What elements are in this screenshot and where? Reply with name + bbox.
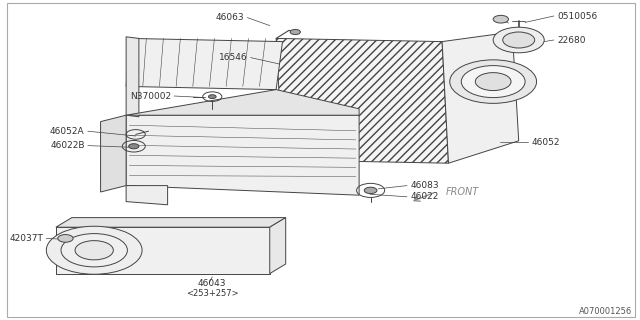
Text: 46083: 46083 (410, 181, 439, 190)
Polygon shape (126, 90, 359, 115)
Circle shape (46, 226, 142, 274)
Text: 16546: 16546 (219, 53, 248, 62)
Text: FRONT: FRONT (445, 187, 479, 197)
Circle shape (461, 66, 525, 98)
Text: 46052: 46052 (531, 138, 560, 147)
Polygon shape (56, 218, 285, 227)
Circle shape (476, 73, 511, 91)
Polygon shape (126, 37, 139, 117)
Circle shape (209, 95, 216, 99)
Polygon shape (282, 42, 444, 160)
Circle shape (61, 234, 127, 267)
Polygon shape (276, 38, 449, 163)
Polygon shape (126, 186, 168, 205)
Text: N370002: N370002 (130, 92, 171, 100)
Text: 46022: 46022 (410, 192, 438, 201)
Text: 46052A: 46052A (50, 127, 84, 136)
Polygon shape (56, 227, 269, 274)
Polygon shape (100, 115, 126, 192)
Polygon shape (269, 218, 285, 274)
Text: <253+257>: <253+257> (186, 289, 239, 298)
Polygon shape (126, 38, 282, 90)
Circle shape (290, 29, 300, 35)
Circle shape (58, 235, 73, 242)
Text: 22680: 22680 (557, 36, 586, 44)
Circle shape (364, 187, 377, 194)
Polygon shape (126, 115, 359, 195)
Circle shape (450, 60, 536, 103)
Circle shape (503, 32, 534, 48)
Text: 46022B: 46022B (50, 141, 84, 150)
Text: 0510056: 0510056 (557, 12, 597, 20)
Polygon shape (442, 32, 518, 163)
Text: 46043: 46043 (198, 279, 227, 288)
Circle shape (75, 241, 113, 260)
Text: A070001256: A070001256 (579, 308, 632, 316)
Circle shape (493, 27, 544, 53)
Circle shape (129, 144, 139, 149)
Text: 46063: 46063 (216, 13, 244, 22)
Text: 42037T: 42037T (9, 234, 43, 243)
Circle shape (493, 15, 509, 23)
